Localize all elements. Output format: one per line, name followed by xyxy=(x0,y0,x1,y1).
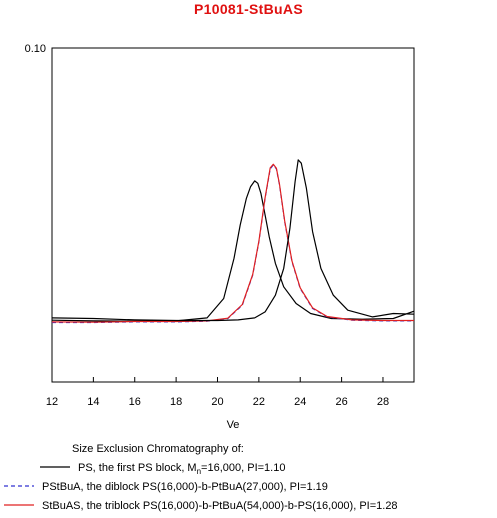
y-tick-label: 0.10 xyxy=(25,43,46,55)
y-axis: 0.10 xyxy=(25,43,57,55)
x-tick-label: 26 xyxy=(335,396,347,408)
x-tick-label: 24 xyxy=(294,396,306,408)
plot-area-frame xyxy=(51,47,415,383)
x-tick-label: 14 xyxy=(87,396,99,408)
legend-title: Size Exclusion Chromatography of: xyxy=(72,443,244,455)
x-tick-label: 28 xyxy=(377,396,389,408)
legend-label-2: PStBuA, the diblock PS(16,000)-b-PtBuA(2… xyxy=(42,481,328,493)
x-axis: 12 14 16 18 20 22 24 26 28 xyxy=(46,377,389,408)
legend-label-subscript: n xyxy=(197,467,201,476)
x-tick-label: 12 xyxy=(46,396,58,408)
x-tick-label: 18 xyxy=(170,396,182,408)
series-line-1 xyxy=(51,180,415,322)
x-tick-label: 16 xyxy=(129,396,141,408)
legend-label-text: PS, the first PS block, M xyxy=(78,462,197,474)
series-line-3 xyxy=(51,163,414,323)
legend-label-text: =16,000, PI=1.10 xyxy=(201,462,285,474)
legend-label-3: StBuAS, the triblock PS(16,000)-b-PtBuA(… xyxy=(42,500,398,512)
series-layer xyxy=(51,159,415,324)
x-tick-label: 22 xyxy=(253,396,265,408)
chart-title: P10081-StBuAS xyxy=(194,1,303,17)
x-axis-label: Ve xyxy=(227,419,240,431)
legend: Size Exclusion Chromatography of: PS, th… xyxy=(4,443,398,512)
legend-label-1: PS, the first PS block, Mn=16,000, PI=1.… xyxy=(78,462,285,476)
series-line-4 xyxy=(51,159,415,322)
series-line-2 xyxy=(52,164,414,324)
x-tick-label: 20 xyxy=(211,396,223,408)
